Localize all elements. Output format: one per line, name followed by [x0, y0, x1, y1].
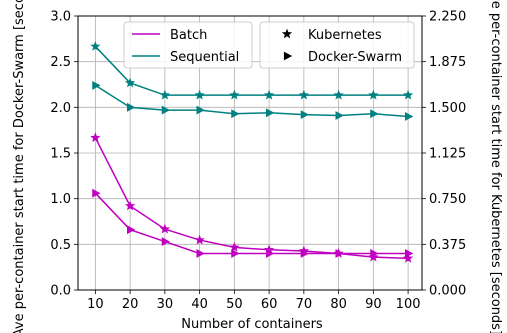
x-tick-label: 100: [396, 297, 421, 312]
data-point-batch-docker-swarm: [161, 237, 171, 247]
x-tick-label: 70: [296, 297, 313, 312]
x-tick-label: 10: [87, 297, 104, 312]
data-point-batch-kubernetes: [298, 245, 309, 256]
data-point-sequential-docker-swarm: [231, 109, 240, 119]
right-y-tick-label: 1.500: [429, 101, 466, 116]
left-y-tick-label: 0.5: [50, 238, 71, 253]
legend-mode: Batch Sequential: [123, 21, 253, 69]
data-point-batch-kubernetes: [194, 234, 205, 245]
legend-star-icon: [281, 28, 293, 39]
right-y-tick-label: 2.250: [429, 10, 466, 25]
data-point-sequential-kubernetes: [368, 89, 379, 100]
data-point-sequential-docker-swarm: [127, 102, 136, 112]
data-point-batch-docker-swarm: [231, 249, 240, 258]
x-tick-label: 90: [365, 297, 382, 312]
left-y-tick-label: 2.0: [50, 101, 71, 116]
series-line-batch-docker-swarm: [94, 192, 409, 255]
data-point-batch-docker-swarm: [196, 249, 205, 258]
legend-mode-label-sequential: Sequential: [170, 50, 239, 65]
legend-platform-label-docker-swarm: Docker-Swarm: [308, 50, 402, 65]
right-y-tick-label: 1.125: [429, 147, 466, 162]
data-point-batch-docker-swarm: [300, 249, 310, 258]
legend-platform-label-kubernetes: Kubernetes: [308, 28, 382, 43]
series-layer: [90, 41, 414, 263]
data-point-sequential-kubernetes: [402, 89, 414, 100]
data-point-batch-kubernetes: [90, 132, 101, 143]
data-point-batch-docker-swarm: [92, 188, 101, 198]
data-point-sequential-docker-swarm: [92, 80, 101, 90]
data-point-batch-docker-swarm: [370, 249, 379, 258]
data-point-sequential-docker-swarm: [370, 109, 379, 119]
data-point-batch-docker-swarm: [404, 249, 414, 258]
legend-platform-box: [259, 21, 415, 69]
series-line-batch-kubernetes: [94, 137, 409, 260]
data-point-batch-kubernetes: [402, 252, 414, 263]
left-y-axis-label: Ave per-container start time for Docker-…: [12, 0, 27, 333]
left-y-tick-label: 2.5: [50, 55, 71, 70]
right-y-axis: 0.000 0.375 0.750 1.125 1.500 1.875 2.250: [422, 10, 466, 299]
x-axis-label: Number of containers: [181, 317, 323, 332]
data-point-sequential-kubernetes: [298, 89, 309, 100]
left-y-tick-label: 0.0: [50, 284, 71, 299]
data-point-sequential-docker-swarm: [335, 111, 344, 120]
x-tick-label: 30: [157, 297, 174, 312]
data-point-batch-docker-swarm: [265, 249, 275, 258]
series-line-sequential-docker-swarm: [94, 84, 409, 118]
data-point-sequential-kubernetes: [124, 77, 136, 88]
right-y-axis-label: Ave per-container start time for Kuberne…: [488, 0, 503, 333]
right-y-tick-label: 0.000: [429, 284, 466, 299]
legend-triangle-icon: [283, 51, 293, 61]
data-point-batch-kubernetes: [124, 200, 136, 211]
left-y-tick-label: 1.5: [50, 147, 71, 162]
left-y-axis: 0.0 0.5 1.0 1.5 2.0 2.5 3.0: [50, 10, 78, 299]
data-point-batch-docker-swarm: [127, 225, 136, 235]
series-batch-kubernetes: [90, 132, 414, 263]
data-point-sequential-docker-swarm: [404, 112, 414, 121]
data-point-batch-docker-swarm: [335, 249, 344, 258]
left-y-tick-label: 3.0: [50, 10, 71, 25]
legend-platform: Kubernetes Docker-Swarm: [259, 21, 415, 69]
right-y-tick-label: 0.750: [429, 192, 466, 207]
data-point-sequential-docker-swarm: [300, 110, 310, 120]
x-tick-label: 80: [330, 297, 347, 312]
data-point-sequential-docker-swarm: [265, 108, 275, 118]
series-sequential-kubernetes: [90, 41, 414, 100]
series-sequential-docker-swarm: [92, 80, 414, 121]
right-y-tick-label: 1.875: [429, 55, 466, 70]
data-point-sequential-kubernetes: [229, 89, 240, 100]
legend-platform-triangle-marker: [283, 51, 293, 61]
data-point-sequential-kubernetes: [90, 41, 101, 51]
x-tick-label: 40: [191, 297, 208, 312]
data-point-sequential-kubernetes: [263, 89, 275, 100]
x-tick-label: 20: [122, 297, 139, 312]
series-line-sequential-kubernetes: [94, 45, 409, 96]
data-point-sequential-kubernetes: [194, 89, 205, 100]
x-tick-label: 60: [261, 297, 278, 312]
data-point-batch-kubernetes: [159, 223, 170, 234]
data-point-sequential-kubernetes: [159, 89, 170, 100]
legend-mode-label-batch: Batch: [170, 28, 207, 43]
data-point-batch-kubernetes: [229, 241, 240, 252]
legend-platform-star-marker: [281, 28, 293, 39]
series-batch-docker-swarm: [92, 188, 414, 258]
data-point-batch-kubernetes: [263, 244, 275, 255]
x-axis: 10 20 30 40 50 60 70 80 90 100: [87, 290, 421, 312]
data-point-sequential-docker-swarm: [161, 105, 171, 115]
x-tick-label: 50: [226, 297, 243, 312]
data-point-sequential-docker-swarm: [196, 105, 205, 115]
left-y-tick-label: 1.0: [50, 192, 71, 207]
data-point-batch-kubernetes: [368, 251, 379, 262]
right-y-tick-label: 0.375: [429, 238, 466, 253]
data-point-sequential-kubernetes: [333, 89, 344, 100]
